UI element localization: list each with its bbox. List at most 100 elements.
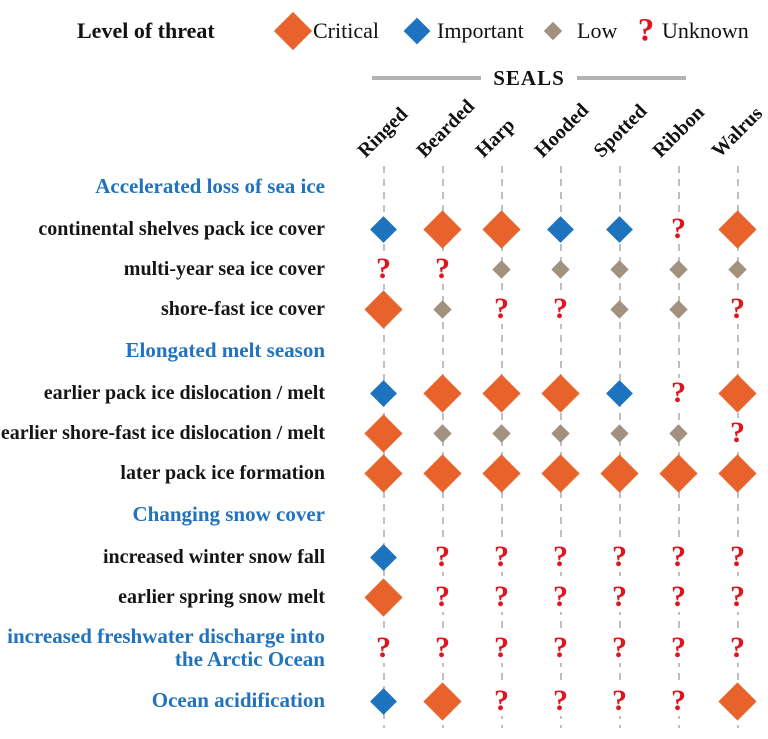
threat-cell-hooded (531, 215, 590, 243)
critical-diamond-icon (423, 681, 462, 721)
unknown-question-icon: ? (610, 580, 629, 613)
threat-cell-harp (472, 423, 531, 443)
legend-marker-low (543, 21, 563, 41)
threat-cell-walrus: ? (708, 294, 767, 324)
threat-cell-spotted (590, 453, 649, 493)
important-diamond-icon (606, 379, 633, 407)
table-row: shore-fast ice cover??? (0, 289, 768, 329)
important-diamond-icon (403, 17, 431, 45)
critical-diamond-icon (423, 453, 462, 493)
legend-label-low: Low (577, 18, 618, 43)
table-row: Elongated melt season (0, 329, 768, 373)
unknown-question-icon: ? (492, 684, 511, 717)
threat-cell-walrus: ? (708, 582, 767, 612)
table-row: Accelerated loss of sea ice (0, 165, 768, 209)
threat-cell-ribbon: ? (649, 378, 708, 408)
table-row: earlier shore-fast ice dislocation / mel… (0, 413, 768, 453)
unknown-question-icon: ? (610, 684, 629, 717)
column-guide-line (559, 166, 562, 728)
column-guide-line (441, 166, 444, 728)
row-label: later pack ice formation (120, 462, 325, 484)
critical-diamond-icon (364, 453, 403, 493)
threat-cell-hooded: ? (531, 542, 590, 572)
threat-cell-ribbon (649, 299, 708, 319)
threat-cell-hooded: ? (531, 582, 590, 612)
threat-cell-bearded: ? (413, 582, 472, 612)
threat-cell-ringed (354, 543, 413, 571)
legend-marker-unknown: ? (635, 12, 657, 49)
threat-cell-ringed (354, 453, 413, 493)
row-label: Ocean acidification (151, 688, 325, 713)
threat-cell-ringed (354, 215, 413, 243)
legend-marker-critical (273, 11, 313, 51)
legend-marker-important (403, 17, 431, 45)
threat-cell-ringed (354, 413, 413, 453)
critical-diamond-icon (659, 453, 698, 493)
critical-diamond-icon (541, 453, 580, 493)
unknown-question-icon: ? (492, 631, 511, 664)
threat-cell-harp: ? (472, 582, 531, 612)
threat-cell-walrus: ? (708, 542, 767, 572)
table-row: earlier pack ice dislocation / melt? (0, 373, 768, 413)
threat-cell-bearded (413, 453, 472, 493)
unknown-question-icon: ? (728, 292, 747, 325)
seals-group-header: SEALS (372, 66, 687, 90)
low-diamond-icon (728, 259, 747, 279)
legend-label-critical: Critical (313, 18, 379, 43)
unknown-question-icon: ? (433, 252, 452, 285)
threat-cell-walrus: ? (708, 418, 767, 448)
threat-cell-spotted (590, 299, 649, 319)
low-diamond-icon (669, 299, 688, 319)
threat-cell-hooded: ? (531, 633, 590, 663)
threat-cell-spotted: ? (590, 582, 649, 612)
low-diamond-icon (610, 299, 629, 319)
unknown-question-icon: ? (374, 631, 393, 664)
row-label: shore-fast ice cover (160, 298, 325, 320)
row-label: earlier spring snow melt (118, 586, 325, 608)
low-diamond-icon (610, 259, 629, 279)
unknown-question-icon: ? (551, 580, 570, 613)
threat-cell-ringed: ? (354, 254, 413, 284)
unknown-question-icon: ? (669, 540, 688, 573)
threat-cell-hooded (531, 423, 590, 443)
threat-cell-ringed (354, 289, 413, 329)
table-row: increased freshwater discharge into the … (0, 617, 768, 679)
table-row: Ocean acidification???? (0, 679, 768, 723)
threat-cell-ribbon (649, 259, 708, 279)
threat-rows: Accelerated loss of sea ice continental s… (0, 165, 768, 723)
threat-cell-ringed (354, 577, 413, 617)
threat-cell-ribbon (649, 453, 708, 493)
section-heading: Accelerated loss of sea ice (95, 174, 325, 199)
low-diamond-icon (433, 299, 452, 319)
unknown-question-icon: ? (374, 252, 393, 285)
threat-cell-walrus (708, 681, 767, 721)
low-diamond-icon (543, 21, 563, 41)
threat-cell-spotted: ? (590, 633, 649, 663)
row-label: increased freshwater discharge into the … (7, 623, 325, 671)
threat-cell-bearded (413, 209, 472, 249)
threat-cell-ribbon: ? (649, 214, 708, 244)
section-heading: Elongated melt season (125, 338, 326, 363)
table-row: multi-year sea ice cover?? (0, 249, 768, 289)
threat-cell-hooded: ? (531, 294, 590, 324)
table-row: Changing snow cover (0, 493, 768, 537)
column-header-ringed: Ringed (352, 103, 412, 162)
threat-cell-hooded: ? (531, 686, 590, 716)
threat-cell-bearded: ? (413, 542, 472, 572)
column-header-bearded: Bearded (411, 95, 479, 162)
threat-cell-harp: ? (472, 294, 531, 324)
threat-cell-spotted: ? (590, 542, 649, 572)
table-row: increased winter snow fall?????? (0, 537, 768, 577)
critical-diamond-icon (541, 373, 580, 413)
row-label: earlier shore-fast ice dislocation / mel… (0, 422, 325, 444)
unknown-question-icon: ? (728, 631, 747, 664)
column-guide-line (677, 166, 680, 728)
unknown-question-icon: ? (492, 292, 511, 325)
threat-cell-hooded (531, 259, 590, 279)
unknown-question-icon: ? (669, 684, 688, 717)
column-header-ribbon: Ribbon (647, 101, 709, 162)
important-diamond-icon (606, 215, 633, 243)
threat-cell-harp (472, 259, 531, 279)
column-guide-line (618, 166, 621, 728)
unknown-question-icon: ? (728, 580, 747, 613)
